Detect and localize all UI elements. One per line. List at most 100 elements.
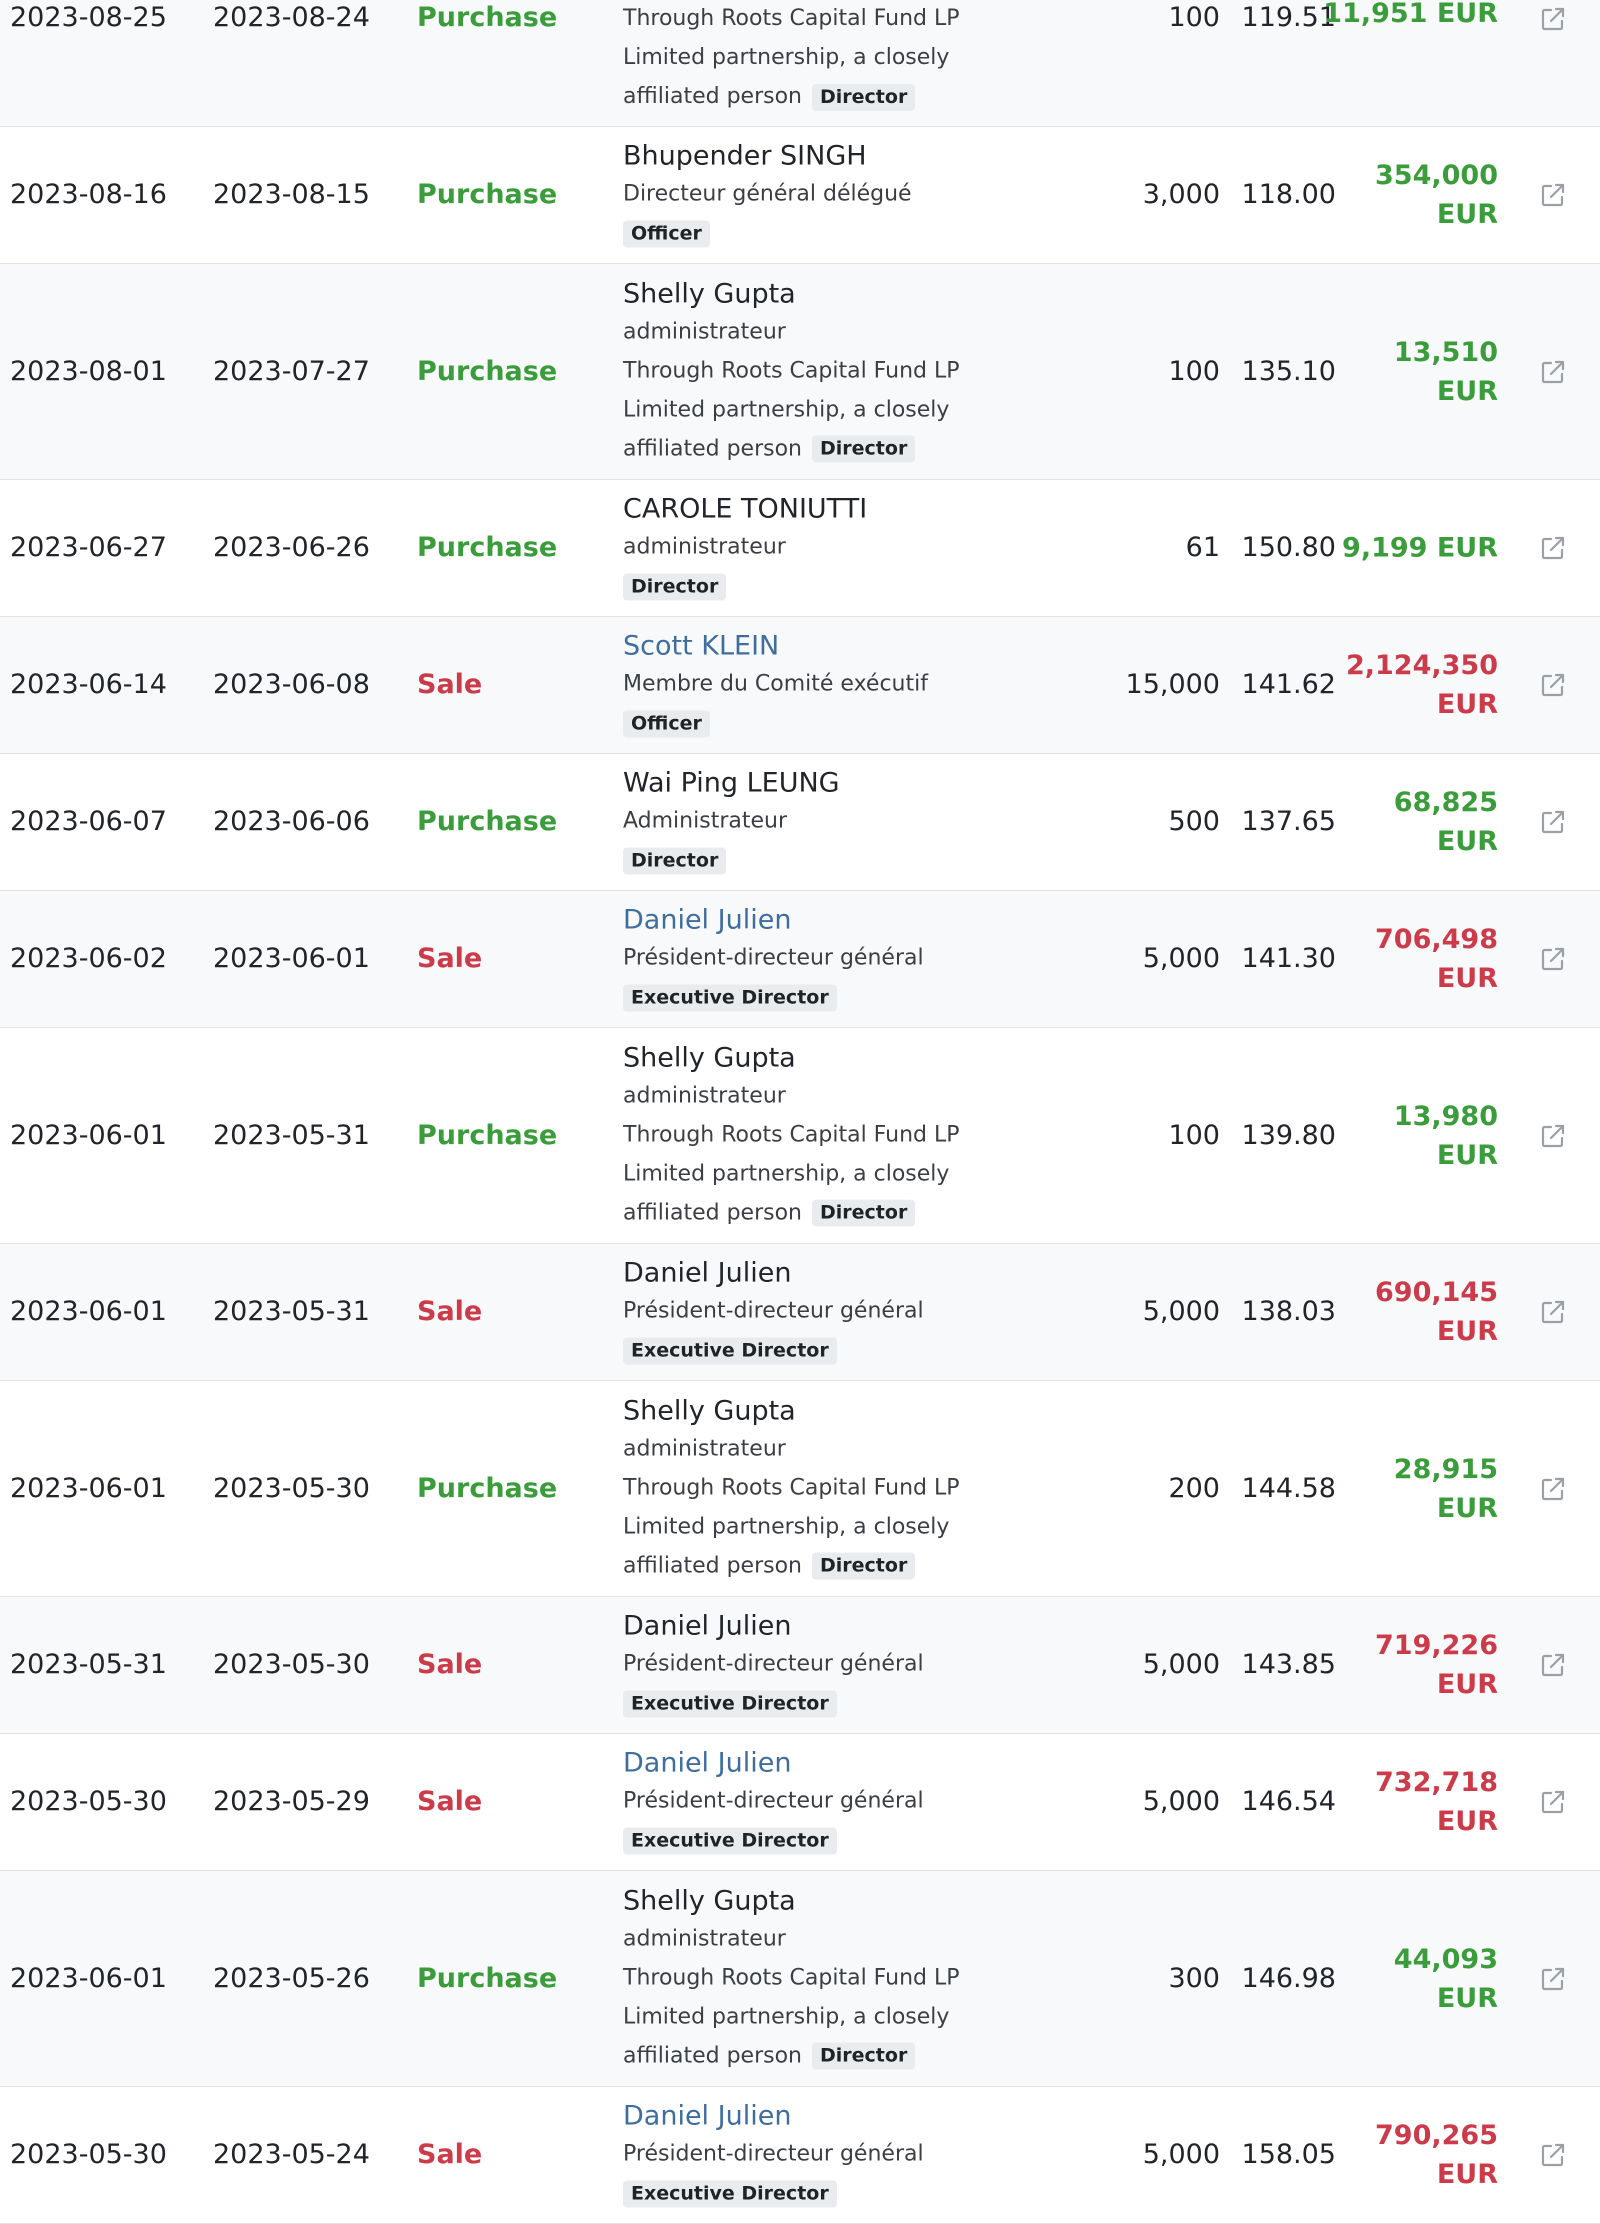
trade-value-amount: 690,145 — [1375, 1277, 1498, 1308]
role-badge: Director — [812, 2042, 916, 2070]
insider-detail-text: Président-directeur général — [623, 1651, 924, 1677]
trade-value: 68,825 EUR — [1394, 783, 1498, 861]
trade-date: 2023-05-31 — [213, 1296, 370, 1327]
price: 135.10 — [1241, 355, 1336, 387]
insider-detail-text: Administrateur — [623, 808, 787, 834]
insider-detail-text: affiliated person — [623, 84, 802, 109]
insider-detail: Président-directeur général — [623, 939, 1143, 978]
trade-value-currency: EUR — [1436, 1806, 1498, 1837]
table-row: 2023-06-01 2023-05-30 Purchase Shelly Gupta… — [0, 1381, 1600, 1597]
trade-value-amount: 354,000 — [1375, 160, 1498, 191]
transaction-type: Sale — [417, 2139, 483, 2170]
insider-name: Shelly Gupta — [623, 1395, 796, 1426]
trade-value-currency: EUR — [1436, 1139, 1498, 1171]
trade-value-currency: EUR — [1436, 1316, 1498, 1347]
quantity: 100 — [1168, 355, 1220, 387]
insider-detail-text: Membre du Comité exécutif — [623, 671, 928, 697]
filing-date: 2023-06-01 — [10, 1472, 167, 1504]
insider-name: Daniel Julien — [623, 1257, 792, 1289]
external-link-icon[interactable] — [1538, 670, 1568, 700]
trade-value: 719,226 EUR — [1375, 1626, 1498, 1704]
price: 146.54 — [1241, 1786, 1336, 1817]
external-link-icon[interactable] — [1538, 1121, 1568, 1151]
trade-value-currency: EUR — [1436, 1982, 1498, 2014]
transaction-type: Sale — [417, 1296, 483, 1327]
role-badge: Director — [623, 573, 727, 601]
insider-name-link[interactable]: Daniel Julien — [623, 904, 792, 936]
insider-cell: Daniel Julien Président-directeur général… — [623, 2098, 1143, 2213]
table-row: 2023-08-16 2023-08-15 Purchase Bhupender SI… — [0, 127, 1600, 264]
insider-detail-text: Limited partnership, a closely — [623, 1161, 950, 1186]
external-link-icon[interactable] — [1538, 180, 1568, 210]
insider-detail-text: Limited partnership, a closely — [623, 397, 950, 422]
insider-detail: Président-directeur général — [623, 1782, 1143, 1821]
external-link-icon[interactable] — [1538, 1297, 1568, 1327]
insider-detail: Through Roots Capital Fund LP — [623, 0, 1143, 38]
insider-name: Bhupender SINGH — [623, 140, 867, 172]
insider-detail-text: Through Roots Capital Fund LP — [623, 1475, 960, 1500]
external-link-icon[interactable] — [1538, 1964, 1568, 1994]
external-link-icon[interactable] — [1538, 807, 1568, 837]
insider-detail: Limited partnership, a closely — [623, 1507, 1143, 1546]
trade-date: 2023-05-30 — [213, 1472, 370, 1504]
external-link-icon[interactable] — [1538, 357, 1568, 387]
trade-value-currency: EUR — [1436, 199, 1498, 230]
filing-date: 2023-06-07 — [10, 806, 167, 837]
transaction-type: Purchase — [417, 532, 558, 563]
quantity: 5,000 — [1142, 1649, 1220, 1680]
insider-cell: Bhupender SINGH Directeur général délégué… — [623, 138, 1143, 253]
insider-detail: Through Roots Capital Fund LP — [623, 351, 1143, 390]
insider-detail-text: administrateur — [623, 1436, 786, 1461]
table-row: 2023-05-30 2023-05-24 Sale Daniel Julien Pré… — [0, 2087, 1600, 2224]
insider-detail-text: Président-directeur général — [623, 1788, 924, 1814]
transaction-type: Purchase — [417, 806, 558, 837]
transaction-type: Purchase — [417, 179, 558, 210]
insider-cell: Daniel Julien Président-directeur général… — [623, 1608, 1143, 1723]
quantity: 100 — [1168, 1119, 1220, 1151]
insider-detail-text: affiliated person — [623, 436, 802, 461]
transaction-type: Sale — [417, 1786, 483, 1817]
insider-detail-text: affiliated person — [623, 1553, 802, 1578]
insider-detail-text: Président-directeur général — [623, 945, 924, 971]
trade-value: 2,124,350 EUR — [1346, 646, 1498, 724]
trade-value: 706,498 EUR — [1375, 920, 1498, 998]
quantity: 100 — [1168, 2, 1220, 33]
insider-name-link[interactable]: Daniel Julien — [623, 2100, 792, 2132]
external-link-icon[interactable] — [1538, 1787, 1568, 1817]
trade-date: 2023-05-30 — [213, 1649, 370, 1680]
role-badge: Director — [812, 1552, 916, 1580]
role-badge: Executive Director — [623, 984, 837, 1012]
external-link-icon[interactable] — [1538, 944, 1568, 974]
price: 141.30 — [1241, 943, 1336, 974]
filing-date: 2023-06-01 — [10, 1119, 167, 1151]
insider-detail: Through Roots Capital Fund LP — [623, 1468, 1143, 1507]
trade-value-currency: EUR — [1436, 1492, 1498, 1524]
quantity: 61 — [1185, 532, 1220, 563]
role-badge: Officer — [623, 220, 710, 248]
external-link-icon[interactable] — [1538, 1650, 1568, 1680]
insider-detail: Limited partnership, a closely — [623, 390, 1143, 429]
external-link-icon[interactable] — [1538, 1474, 1568, 1504]
trade-value-amount: 9,199 EUR — [1342, 532, 1498, 564]
insider-name-link[interactable]: Daniel Julien — [623, 1747, 792, 1779]
price: 150.80 — [1241, 532, 1336, 563]
trade-date: 2023-08-15 — [213, 179, 370, 210]
external-link-icon[interactable] — [1538, 533, 1568, 563]
trade-date: 2023-06-08 — [213, 669, 370, 700]
insider-cell: Shelly Gupta administrateur Through Roots … — [623, 1039, 1143, 1232]
insider-detail: administrateur — [623, 1429, 1143, 1468]
filing-date: 2023-06-01 — [10, 1962, 167, 1994]
external-link-icon[interactable] — [1538, 2140, 1568, 2170]
filing-date: 2023-06-27 — [10, 532, 167, 563]
insider-detail: affiliated person Director — [623, 2036, 1143, 2075]
insider-detail: Président-directeur général — [623, 1645, 1143, 1684]
role-badge: Director — [812, 83, 916, 111]
insider-name-link[interactable]: Scott KLEIN — [623, 630, 780, 662]
trade-value-currency: EUR — [1436, 2159, 1498, 2190]
insider-detail-text: administrateur — [623, 1926, 786, 1951]
price: 138.03 — [1241, 1296, 1336, 1327]
role-badge: Executive Director — [623, 1827, 837, 1855]
external-link-icon[interactable] — [1538, 4, 1568, 34]
insider-cell: CAROLE TONIUTTI administrateur Director — [623, 491, 1143, 606]
role-badge: Director — [812, 435, 916, 463]
